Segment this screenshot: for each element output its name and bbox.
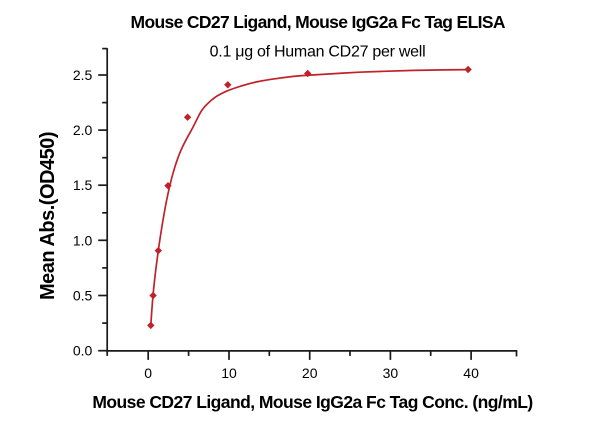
svg-text:Mean Abs.(OD450): Mean Abs.(OD450) [37,132,59,300]
svg-text:Mouse CD27 Ligand, Mouse IgG2a: Mouse CD27 Ligand, Mouse IgG2a Fc Tag EL… [131,12,506,32]
svg-text:10: 10 [221,365,237,381]
svg-text:20: 20 [302,365,318,381]
svg-text:2.5: 2.5 [73,67,93,83]
svg-text:40: 40 [463,365,479,381]
svg-text:0: 0 [144,365,152,381]
svg-text:0.5: 0.5 [73,288,93,304]
svg-text:1.5: 1.5 [73,177,93,193]
svg-text:2.0: 2.0 [73,122,93,138]
svg-text:0.1 μg of Human CD27 per well: 0.1 μg of Human CD27 per well [210,44,426,61]
svg-text:1.0: 1.0 [73,232,93,248]
svg-text:0.0: 0.0 [73,343,93,359]
svg-text:Mouse CD27 Ligand, Mouse IgG2a: Mouse CD27 Ligand, Mouse IgG2a Fc Tag Co… [92,392,532,412]
svg-text:30: 30 [383,365,399,381]
